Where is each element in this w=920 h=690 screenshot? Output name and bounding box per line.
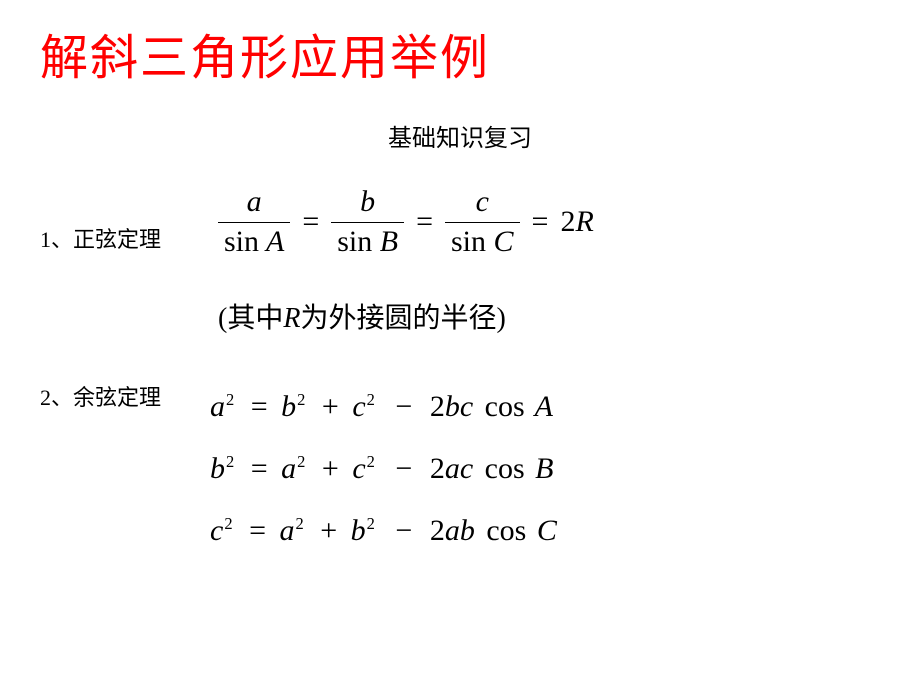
rhs-2: 2: [560, 205, 575, 238]
r1: a: [281, 452, 296, 485]
var-C-letter: C: [494, 225, 514, 258]
r1: b: [281, 390, 296, 423]
sup: 2: [297, 452, 305, 471]
fn-sin: sin: [224, 225, 259, 258]
sine-rule-row: a sin A = b sin B = c sin C = 2R: [218, 185, 594, 259]
sup: 2: [226, 452, 234, 471]
lhs-var: c: [210, 514, 223, 547]
lhs-var: a: [210, 390, 225, 423]
eq: =: [243, 514, 272, 547]
note-open: (: [218, 303, 227, 334]
plus: +: [314, 514, 343, 547]
section-1-label: 1、正弦定理: [40, 222, 161, 254]
minus: −: [385, 452, 422, 485]
sup: 2: [226, 390, 234, 409]
rhs-2R: 2R: [560, 205, 593, 239]
frac-b-sinB: b sin B: [331, 185, 404, 259]
two: 2: [430, 390, 445, 423]
denominator-sinA: sin A: [218, 222, 290, 260]
cos-fn: cos: [485, 390, 525, 423]
denominator-sinB: sin B: [331, 222, 404, 260]
cos-fn: cos: [485, 452, 525, 485]
plus: +: [316, 452, 345, 485]
numerator-a: a: [241, 185, 268, 222]
two: 2: [430, 452, 445, 485]
note-var-R: R: [283, 303, 300, 334]
lhs-var: b: [210, 452, 225, 485]
cosine-rule-line-1: a2 = b2 + c2 − 2bc cos A: [210, 390, 553, 424]
cosine-rule-line-2: b2 = a2 + c2 − 2ac cos B: [210, 452, 554, 486]
m1: a: [445, 514, 460, 547]
eq: =: [245, 390, 274, 423]
r2: b: [351, 514, 366, 547]
fn-sin: sin: [451, 225, 486, 258]
angle: C: [537, 514, 557, 547]
cos-fn: cos: [486, 514, 526, 547]
note-t1: 其中: [227, 303, 283, 334]
m1: a: [445, 452, 460, 485]
subtitle: 基础知识复习: [0, 118, 920, 153]
numerator-c: c: [470, 185, 495, 222]
m2: c: [460, 452, 473, 485]
sup: 2: [296, 514, 304, 533]
sup: 2: [297, 390, 305, 409]
sup: 2: [367, 514, 375, 533]
angle: A: [535, 390, 553, 423]
equals-3: =: [520, 205, 561, 239]
section-2-label: 2、余弦定理: [40, 380, 161, 412]
angle: B: [535, 452, 553, 485]
two: 2: [430, 514, 445, 547]
plus: +: [316, 390, 345, 423]
sup: 2: [224, 514, 232, 533]
equals-1: =: [290, 205, 331, 239]
cosine-rule-line-3: c2 = a2 + b2 − 2ab cos C: [210, 514, 557, 548]
r2: c: [352, 390, 365, 423]
equals-2: =: [404, 205, 445, 239]
sine-rule-equation: a sin A = b sin B = c sin C = 2R: [218, 185, 594, 259]
m2: b: [460, 514, 475, 547]
frac-c-sinC: c sin C: [445, 185, 520, 259]
var-B-letter: B: [380, 225, 398, 258]
fn-sin: sin: [337, 225, 372, 258]
note-close: ): [496, 303, 505, 334]
sine-rule-note: (其中R为外接圆的半径): [218, 296, 506, 336]
sup: 2: [367, 390, 375, 409]
minus: −: [385, 514, 422, 547]
m1: b: [445, 390, 460, 423]
page-title: 解斜三角形应用举例: [40, 18, 490, 88]
r2: c: [352, 452, 365, 485]
m2: c: [460, 390, 473, 423]
frac-a-sinA: a sin A: [218, 185, 290, 259]
denominator-sinC: sin C: [445, 222, 520, 260]
minus: −: [385, 390, 422, 423]
var-A-letter: A: [266, 225, 284, 258]
r1: a: [280, 514, 295, 547]
numerator-b: b: [354, 185, 381, 222]
rhs-R: R: [575, 205, 593, 238]
note-t2: 为外接圆的半径: [300, 303, 496, 334]
sup: 2: [367, 452, 375, 471]
eq: =: [245, 452, 274, 485]
